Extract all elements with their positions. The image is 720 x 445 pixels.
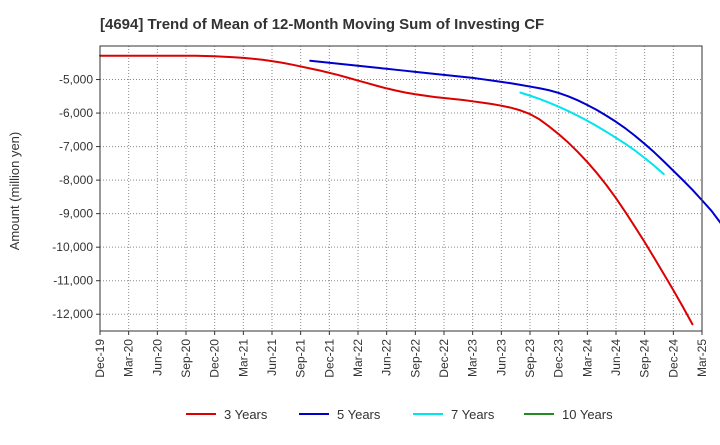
legend-label-5-years: 5 Years [337,407,381,422]
series-line-3-years [99,54,694,326]
x-tick-label: Jun-21 [265,339,279,376]
legend-label-7-years: 7 Years [451,407,495,422]
plot-frame [99,45,703,332]
x-tick-label: Mar-21 [236,339,250,377]
x-axis-ticks: Dec-19 Mar-20 Jun-20 Sep-20 Dec-20 Mar-21 Jun-… [93,331,709,378]
chart-title: [4694] Trend of Mean of 12-Month Moving … [100,16,544,33]
x-tick-label: Dec-21 [322,339,336,378]
x-tick-label: Dec-19 [93,339,107,378]
x-tick-label: Jun-20 [150,339,164,376]
x-tick-label: Dec-22 [437,339,451,378]
legend-label-3-years: 3 Years [224,407,268,422]
legend-label-10-years: 10 Years [562,407,613,422]
x-tick-label: Sep-21 [294,339,308,378]
x-tick-label: Jun-22 [380,339,394,376]
x-tick-label: Mar-24 [580,339,594,377]
x-tick-label: Dec-24 [666,339,680,378]
y-tick-label: -8,000 [59,173,93,187]
x-tick-label: Sep-24 [638,339,652,378]
y-tick-label: -6,000 [59,106,93,120]
series-layer [99,54,720,326]
y-tick-label: -7,000 [59,140,93,154]
x-tick-label: Mar-22 [351,339,365,377]
x-tick-label: Sep-20 [179,339,193,378]
y-tick-label: -9,000 [59,207,93,221]
y-axis-label: Amount (million yen) [7,132,22,251]
x-tick-label: Mar-23 [466,339,480,377]
y-tick-label: -5,000 [59,73,93,87]
series-line-5-years [309,59,720,224]
x-tick-label: Sep-22 [408,339,422,378]
grid-layer [99,46,703,331]
series-line-7-years [519,91,665,176]
x-tick-label: Dec-20 [208,339,222,378]
x-tick-label: Mar-25 [695,339,709,377]
legend: 3 Years 5 Years 7 Years 10 Years [186,407,613,422]
x-tick-label: Mar-20 [122,339,136,377]
x-tick-label: Dec-23 [552,339,566,378]
x-tick-label: Jun-24 [609,339,623,376]
y-tick-label: -11,000 [53,274,93,288]
y-tick-label: -10,000 [52,240,93,254]
y-axis-ticks: -5,000 -6,000 -7,000 -8,000 -9,000 -10,000 -11… [52,73,100,321]
x-tick-label: Sep-23 [523,339,537,378]
y-tick-label: -12,000 [52,307,93,321]
x-tick-label: Jun-23 [494,339,508,376]
